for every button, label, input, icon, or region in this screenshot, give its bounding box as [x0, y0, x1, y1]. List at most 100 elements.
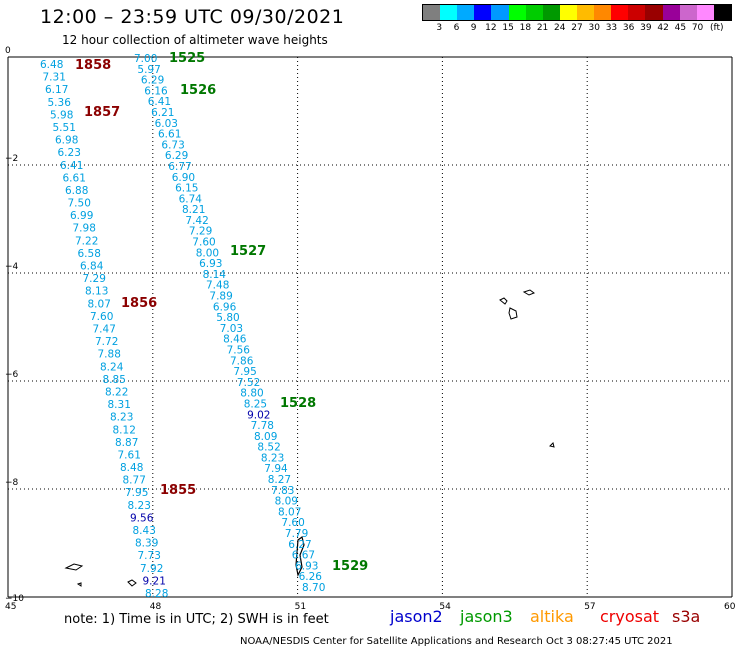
wave-height-value: 8.12 — [113, 424, 136, 436]
wave-height-value: 6.93 — [295, 560, 318, 572]
wave-height-value: 6.61 — [158, 129, 181, 141]
island-sw-2 — [76, 582, 82, 587]
map-subtitle: 12 hour collection of altimeter wave hei… — [62, 33, 328, 47]
wave-height-value: 8.39 — [135, 538, 158, 550]
pass-number-label: 1528 — [280, 396, 316, 411]
wave-height-value: 8.80 — [240, 388, 263, 400]
wave-height-value: 6.67 — [292, 550, 315, 562]
map-title: 12:00 – 23:59 UTC 09/30/2021 — [40, 6, 345, 28]
wave-height-value: 6.03 — [155, 118, 178, 130]
wave-height-value: 7.95 — [125, 487, 148, 499]
wave-height-value: 6.88 — [65, 185, 88, 197]
wave-height-value: 7.72 — [95, 336, 118, 348]
island-north-2 — [522, 289, 536, 296]
wave-height-value: 8.07 — [278, 506, 301, 518]
wave-height-value: 8.46 — [223, 334, 247, 346]
islands — [64, 289, 555, 587]
wave-height-value: 6.77 — [168, 161, 191, 173]
pass-number-label: 1856 — [121, 296, 157, 311]
wave-height-value: 8.00 — [196, 247, 219, 259]
wave-height-value: 8.07 — [88, 298, 111, 310]
wave-height-value: 7.89 — [209, 291, 232, 303]
credits-footer: NOAA/NESDIS Center for Satellite Applica… — [240, 636, 673, 647]
wave-height-value: 6.74 — [179, 193, 203, 205]
wave-height-value: 6.21 — [151, 107, 174, 119]
wave-height-value: 8.14 — [203, 269, 227, 281]
legend-label: 6 — [453, 23, 460, 33]
wave-height-value: 7.47 — [93, 324, 116, 336]
pass-number-label: 1857 — [84, 105, 120, 120]
wave-height-value: 7.98 — [73, 223, 96, 235]
wave-height-value: 5.97 — [137, 64, 160, 76]
x-tick-label: 48 — [149, 602, 162, 612]
wave-height-value: 6.41 — [60, 160, 83, 172]
pass-number-label: 1858 — [75, 58, 111, 73]
color-legend: 3 6 9 12 15 18 21 24 27 30 33 36 39 42 45 70 (ft) — [422, 4, 732, 36]
wave-height-value: 8.24 — [100, 361, 124, 373]
wave-height-value: 8.28 — [145, 588, 168, 600]
wave-height-value: 6.96 — [213, 301, 237, 313]
satellite-name-s3a: s3a — [672, 607, 701, 626]
island-north — [499, 297, 508, 305]
legend-label: 9 — [470, 23, 477, 33]
wave-height-value: 6.23 — [58, 147, 81, 159]
wave-height-value: 9.02 — [247, 409, 270, 421]
legend-swatch — [474, 5, 492, 20]
legend-label: 27 — [571, 23, 583, 33]
satellite-name-altika: altika — [530, 607, 574, 626]
legend-label: 36 — [622, 23, 635, 33]
pass-number-label: 1526 — [180, 83, 216, 98]
wave-height-value: 7.48 — [206, 280, 229, 292]
pass-labels: 1858 1857 1856 1855 1525 1526 1527 1528 1529 — [75, 51, 368, 574]
wave-height-value: 6.48 — [40, 59, 63, 71]
wave-height-value: 7.50 — [68, 198, 91, 210]
y-tick-label: −6 — [5, 370, 19, 380]
pass-number-label: 1525 — [169, 51, 205, 66]
wave-height-value: 7.95 — [233, 366, 256, 378]
wave-height-value: 8.09 — [275, 496, 298, 508]
x-tick-label: 45 — [5, 602, 17, 612]
wave-height-value: 9.56 — [130, 512, 154, 524]
wave-height-value: 8.22 — [105, 387, 128, 399]
x-tick-label: 57 — [584, 602, 596, 612]
legend-label: 39 — [640, 23, 652, 33]
wave-height-value: 8.23 — [261, 452, 284, 464]
wave-height-value: 6.15 — [175, 183, 198, 195]
legend-swatch — [594, 5, 612, 20]
satellite-name-jason3: jason3 — [460, 607, 513, 626]
y-tick-label: −10 — [5, 594, 24, 604]
x-tick-label: 60 — [724, 602, 736, 612]
legend-label: 30 — [588, 23, 600, 33]
legend-swatch — [508, 5, 526, 20]
wave-height-value: 6.41 — [148, 96, 171, 108]
wave-height-value: 6.98 — [55, 135, 78, 147]
wave-height-value: 6.73 — [161, 139, 184, 151]
legend-swatch — [611, 5, 629, 20]
legend-label: 3 — [436, 23, 443, 33]
wave-height-value: 6.99 — [70, 210, 93, 222]
island-mid — [508, 307, 518, 320]
legend-label: 18 — [519, 23, 532, 33]
y-tick-label: −4 — [5, 262, 19, 272]
wave-height-value: 6.90 — [172, 172, 195, 184]
satellite-name-jason2: jason2 — [390, 607, 443, 626]
legend-swatch — [542, 5, 560, 20]
legend-swatch — [491, 5, 509, 20]
legend-labels: 3 6 9 12 15 18 21 24 27 30 33 36 39 42 45 70 (ft) — [422, 21, 732, 35]
wave-height-value: 8.25 — [244, 399, 267, 411]
wave-height-value: 6.17 — [45, 84, 68, 96]
wave-height-value: 8.52 — [257, 442, 280, 454]
wave-height-value: 8.23 — [110, 412, 133, 424]
wave-height-value: 6.58 — [78, 248, 101, 260]
wave-height-value: 7.73 — [138, 550, 161, 562]
wave-height-value: 9.21 — [143, 575, 166, 587]
satellite-name-cryosat: cryosat — [600, 607, 660, 626]
track-left: 6.487.316.175.365.985.516.986.236.416.61… — [40, 59, 168, 600]
legend-label: 21 — [536, 23, 549, 33]
wave-height-value: 7.22 — [75, 235, 98, 247]
wave-height-value: 7.42 — [185, 215, 208, 227]
wave-height-value: 7.83 — [271, 485, 294, 497]
wave-height-value: 7.00 — [134, 53, 157, 65]
wave-height-value: 7.03 — [220, 323, 243, 335]
